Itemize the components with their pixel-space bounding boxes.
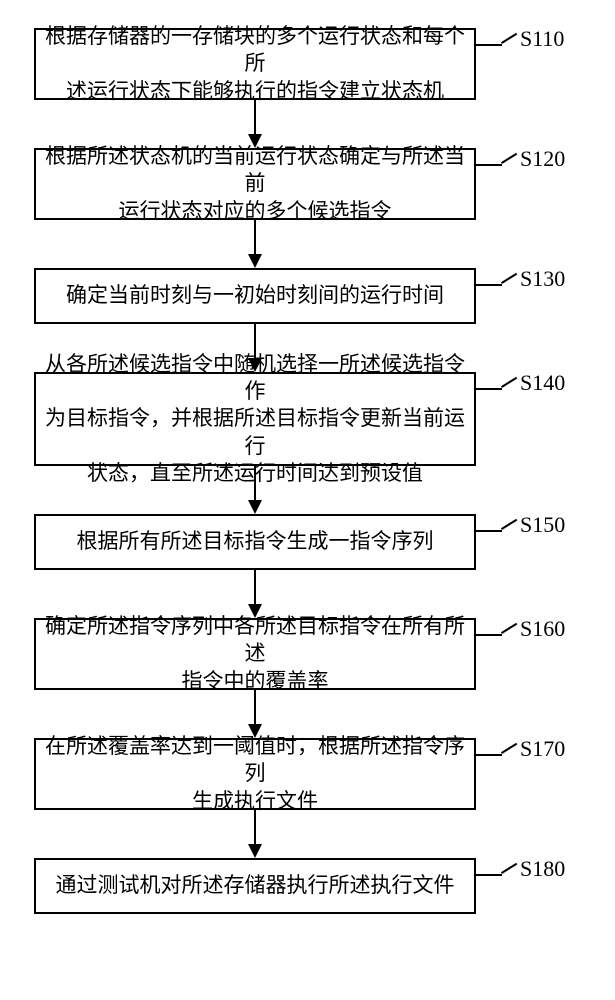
arrow-head-icon (248, 134, 262, 151)
flow-node-text: 在所述覆盖率达到一阈值时，根据所述指令序列 生成执行文件 (36, 733, 474, 815)
arrow-head-icon (248, 500, 262, 517)
arrow-head-icon (248, 358, 262, 375)
label-leader-rise (502, 624, 516, 634)
label-leader-rise (502, 274, 516, 284)
label-leader (476, 634, 502, 636)
arrow-head-icon (248, 724, 262, 741)
flow-node-text: 根据所有所述目标指令生成一指令序列 (77, 528, 434, 555)
arrow-head-icon (248, 604, 262, 621)
step-label-s170: S170 (520, 736, 565, 762)
arrow-line (254, 324, 256, 358)
step-label-s120: S120 (520, 146, 565, 172)
flow-node-s120: 根据所述状态机的当前运行状态确定与所述当前 运行状态对应的多个候选指令 (34, 148, 476, 220)
flow-node-text: 通过测试机对所述存储器执行所述执行文件 (56, 872, 455, 899)
arrow-head-icon (248, 844, 262, 861)
label-leader-rise (502, 34, 516, 44)
label-leader-rise (502, 744, 516, 754)
arrow-line (254, 220, 256, 254)
label-leader (476, 874, 502, 876)
arrow-line (254, 100, 256, 134)
arrow-head-icon (248, 254, 262, 271)
flow-node-text: 确定所述指令序列中各所述目标指令在所有所述 指令中的覆盖率 (36, 613, 474, 695)
label-leader (476, 164, 502, 166)
label-leader (476, 44, 502, 46)
label-leader-rise (502, 378, 516, 388)
label-leader (476, 754, 502, 756)
label-leader-rise (502, 864, 516, 874)
flowchart-canvas: 根据存储器的一存储块的多个运行状态和每个所 述运行状态下能够执行的指令建立状态机… (0, 0, 615, 1000)
flow-node-text: 根据存储器的一存储块的多个运行状态和每个所 述运行状态下能够执行的指令建立状态机 (36, 23, 474, 105)
flow-node-s150: 根据所有所述目标指令生成一指令序列 (34, 514, 476, 570)
flow-node-s140: 从各所述候选指令中随机选择一所述候选指令作 为目标指令，并根据所述目标指令更新当… (34, 372, 476, 466)
flow-node-text: 根据所述状态机的当前运行状态确定与所述当前 运行状态对应的多个候选指令 (36, 143, 474, 225)
arrow-line (254, 690, 256, 724)
step-label-s180: S180 (520, 856, 565, 882)
label-leader (476, 530, 502, 532)
step-label-s130: S130 (520, 266, 565, 292)
label-leader-rise (502, 520, 516, 530)
step-label-s160: S160 (520, 616, 565, 642)
label-leader (476, 284, 502, 286)
arrow-line (254, 810, 256, 844)
flow-node-s110: 根据存储器的一存储块的多个运行状态和每个所 述运行状态下能够执行的指令建立状态机 (34, 28, 476, 100)
step-label-s150: S150 (520, 512, 565, 538)
label-leader-rise (502, 154, 516, 164)
arrow-line (254, 570, 256, 604)
flow-node-s130: 确定当前时刻与一初始时刻间的运行时间 (34, 268, 476, 324)
label-leader (476, 388, 502, 390)
flow-node-text: 确定当前时刻与一初始时刻间的运行时间 (66, 282, 444, 309)
flow-node-s180: 通过测试机对所述存储器执行所述执行文件 (34, 858, 476, 914)
step-label-s140: S140 (520, 370, 565, 396)
flow-node-s170: 在所述覆盖率达到一阈值时，根据所述指令序列 生成执行文件 (34, 738, 476, 810)
arrow-line (254, 466, 256, 500)
step-label-s110: S110 (520, 26, 564, 52)
flow-node-s160: 确定所述指令序列中各所述目标指令在所有所述 指令中的覆盖率 (34, 618, 476, 690)
